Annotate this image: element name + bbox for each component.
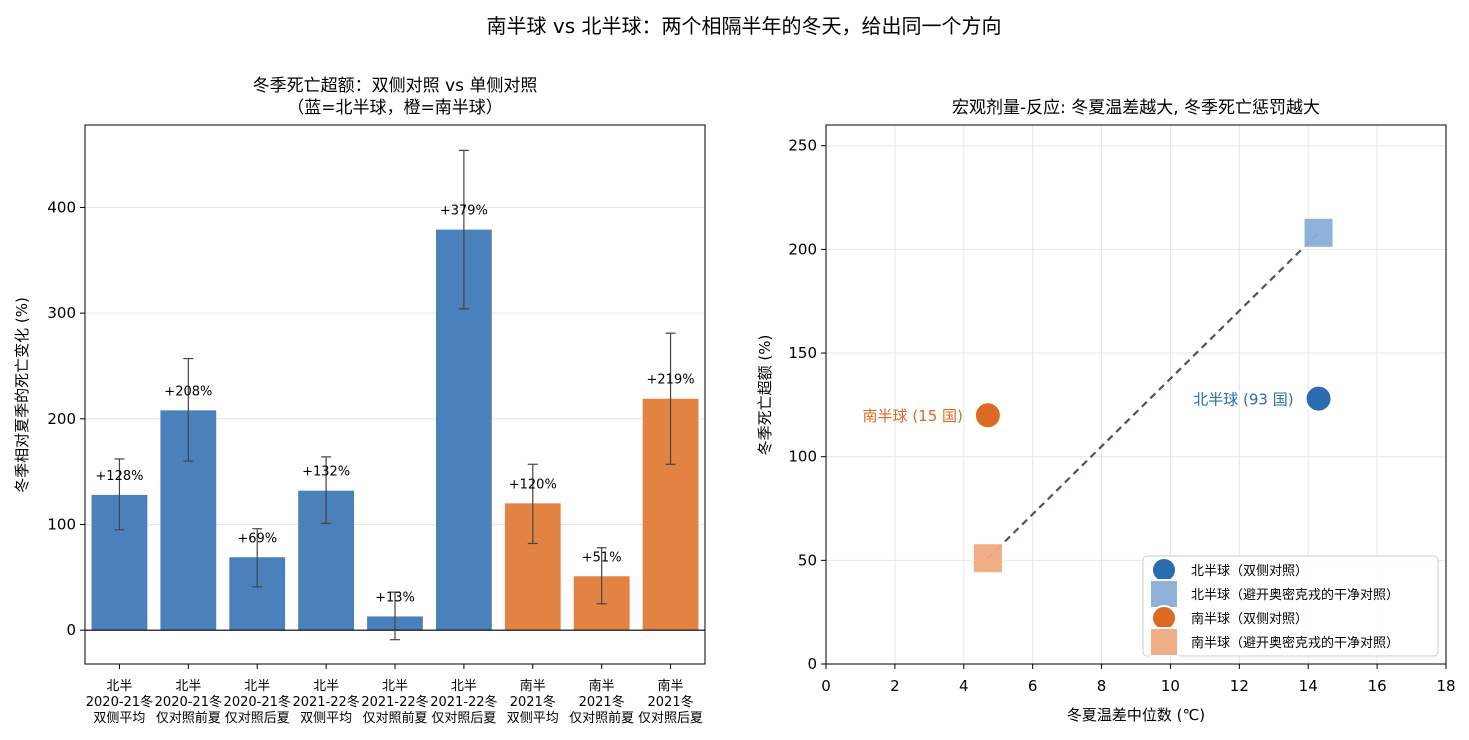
bar-x-tick-label: 南半 xyxy=(589,678,615,694)
bar-x-tick-label: 仅对照后夏 xyxy=(638,711,703,726)
bar-x-tick-label: 2021冬 xyxy=(648,694,694,710)
bar-x-tick-label: 2021-22冬 xyxy=(361,694,428,710)
bar-x-tick-label: 2021-22冬 xyxy=(292,694,359,710)
bar-y-tick-label: 0 xyxy=(66,621,76,639)
bar-y-tick-label: 400 xyxy=(47,198,76,216)
scatter-x-tick-label: 2 xyxy=(890,677,900,695)
scatter-y-tick-label: 0 xyxy=(807,655,817,673)
bar-x-tick-label: 双侧平均 xyxy=(507,711,559,726)
bar-x-tick-label: 2020-21冬 xyxy=(86,694,153,710)
legend-marker xyxy=(1149,579,1179,609)
legend-label: 南半球（避开奥密克戎的干净对照） xyxy=(1191,635,1399,651)
scatter-x-tick-label: 4 xyxy=(959,677,969,695)
legend-marker xyxy=(1151,605,1177,631)
bar-value-label: +132% xyxy=(302,465,350,480)
scatter-chart-x-axis-label: 冬夏温差中位数 (℃) xyxy=(1067,706,1205,724)
scatter-trend-line xyxy=(987,232,1320,560)
bar-x-tick-label: 仅对照前夏 xyxy=(362,710,427,726)
bar-x-tick-label: 2020-21冬 xyxy=(224,694,291,710)
bar-value-label: +208% xyxy=(164,384,212,399)
scatter-y-tick-label: 200 xyxy=(788,240,817,258)
scatter-chart-y-ticks: 0 50 100 150 200 250 xyxy=(788,137,826,673)
bar-x-tick-label: 南半 xyxy=(658,678,684,694)
scatter-x-tick-label: 16 xyxy=(1368,677,1387,695)
legend-label: 南半球（双侧对照） xyxy=(1191,611,1308,627)
scatter-chart-y-axis-label: 冬季死亡超额 (%) xyxy=(756,335,774,456)
bar-chart-y-ticks: 0 100 200 300 400 xyxy=(47,198,85,639)
bar-x-tick-label: 仅对照后夏 xyxy=(225,711,290,726)
scatter-chart-x-ticks: 0 2 4 6 8 10 12 14 16 18 xyxy=(821,664,1456,695)
scatter-x-tick-label: 18 xyxy=(1436,677,1455,695)
bar-value-label: +219% xyxy=(647,373,695,388)
bar-x-tick-label: 2021冬 xyxy=(579,694,625,710)
bar-chart-error-bars xyxy=(114,149,676,641)
scatter-annotation: 南半球 (15 国) xyxy=(863,407,963,425)
bar-y-tick-label: 200 xyxy=(47,410,76,428)
bar-value-label: +51% xyxy=(582,550,622,565)
bar-x-tick-label: 双侧平均 xyxy=(93,711,145,726)
scatter-chart-legend: 北半球（双侧对照） 北半球（避开奥密克戎的干净对照） 南半球（双侧对照） 南半球（避开… xyxy=(1142,555,1439,657)
scatter-annotation: 北半球 (93 国) xyxy=(1193,391,1293,409)
bar-value-label: +128% xyxy=(95,469,143,484)
bar-x-tick-label: 仅对照后夏 xyxy=(431,711,496,726)
scatter-x-tick-label: 14 xyxy=(1299,677,1318,695)
scatter-x-tick-label: 6 xyxy=(1028,677,1038,695)
bar-x-tick-label: 北半 xyxy=(106,679,132,694)
bar-y-tick-label: 100 xyxy=(47,515,76,533)
bar-x-tick-label: 2021-22冬 xyxy=(430,694,497,710)
bar-chart-title-line1: 冬季死亡超额：双侧对照 vs 单侧对照 xyxy=(253,76,538,96)
legend-label: 北半球（双侧对照） xyxy=(1191,564,1308,579)
scatter-chart: 宏观剂量-反应: 冬夏温差越大, 冬季死亡惩罚越大 冬夏温差中位数 (℃) 冬季… xyxy=(756,98,1456,724)
bar-x-tick-label: 双侧平均 xyxy=(300,711,352,726)
bar-chart-value-labels: +128% +208% +69% +132% +13% +379% +120% +51% +21… xyxy=(95,204,694,606)
scatter-y-tick-label: 150 xyxy=(788,344,817,362)
bar-chart-y-axis-label: 冬季相对夏季的死亡变化 (%) xyxy=(13,297,31,493)
scatter-chart-points xyxy=(971,216,1335,575)
scatter-x-tick-label: 8 xyxy=(1097,677,1107,695)
bar-chart-plot-frame xyxy=(84,124,706,665)
scatter-chart-title: 宏观剂量-反应: 冬夏温差越大, 冬季死亡惩罚越大 xyxy=(952,98,1320,118)
scatter-y-tick-label: 250 xyxy=(788,137,817,155)
scatter-y-tick-label: 50 xyxy=(798,551,817,569)
legend-marker xyxy=(1151,557,1177,583)
scatter-y-tick-label: 100 xyxy=(788,448,817,466)
bar-chart-x-ticks: 北半2020-21冬双侧平均北半2020-21冬仅对照前夏北半2020-21冬仅… xyxy=(86,664,703,726)
figure-suptitle: 南半球 vs 北半球：两个相隔半年的冬天，给出同一个方向 xyxy=(487,14,1002,38)
scatter-x-tick-label: 0 xyxy=(821,677,831,695)
scatter-point xyxy=(1304,384,1333,413)
bar-x-tick-label: 北半 xyxy=(451,679,477,694)
scatter-chart-trend-line xyxy=(987,232,1320,560)
bar-chart-title-line2: （蓝=北半球，橙=南半球） xyxy=(287,98,503,118)
bar-value-label: +379% xyxy=(440,204,488,219)
bar-x-tick-label: 北半 xyxy=(313,679,339,694)
scatter-point xyxy=(1302,216,1335,249)
legend-label: 北半球（避开奥密克戎的干净对照） xyxy=(1191,587,1399,603)
bar-x-tick-label: 2020-21冬 xyxy=(155,694,222,710)
scatter-x-tick-label: 10 xyxy=(1161,677,1180,695)
legend-box xyxy=(1142,555,1439,657)
scatter-chart-annotations: 北半球 (93 国) 南半球 (15 国) xyxy=(863,391,1294,426)
bar-x-tick-label: 南半 xyxy=(520,678,546,694)
legend-marker xyxy=(1149,627,1179,657)
bar-x-tick-label: 2021冬 xyxy=(510,694,556,710)
bar-chart: 冬季死亡超额：双侧对照 vs 单侧对照 （蓝=北半球，橙=南半球） 冬季相对夏季… xyxy=(13,76,706,726)
bar-x-tick-label: 仅对照前夏 xyxy=(156,710,221,726)
scatter-chart-plot-frame xyxy=(825,124,1447,665)
bar-x-tick-label: 北半 xyxy=(244,679,270,694)
bar-x-tick-label: 北半 xyxy=(382,679,408,694)
bar-value-label: +69% xyxy=(237,531,277,546)
scatter-point xyxy=(971,542,1004,575)
bar-y-tick-label: 300 xyxy=(47,304,76,322)
bar-x-tick-label: 仅对照前夏 xyxy=(569,710,634,726)
bar-value-label: +120% xyxy=(509,477,557,492)
bar-x-tick-label: 北半 xyxy=(175,679,201,694)
bar-value-label: +13% xyxy=(375,590,415,605)
bar-chart-bars xyxy=(85,229,705,631)
scatter-point xyxy=(973,401,1002,430)
scatter-x-tick-label: 12 xyxy=(1230,677,1249,695)
